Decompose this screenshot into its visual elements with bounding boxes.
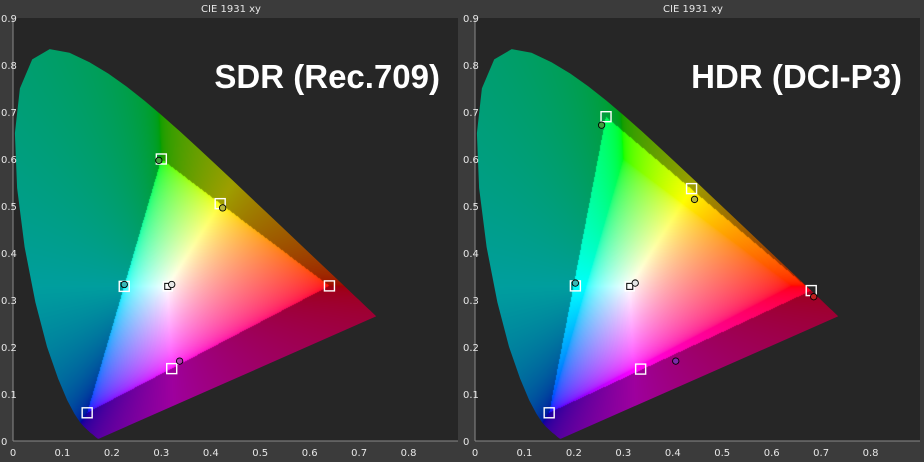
measured-point-magenta [175, 357, 184, 365]
x-tick-label: 0.5 [252, 448, 268, 459]
y-tick-label: 0.8 [1, 61, 17, 72]
x-tick-label: 0.8 [401, 448, 417, 459]
measured-point-cyan [120, 280, 128, 289]
x-tick-label: 0.4 [203, 448, 219, 459]
x-tick-label: 0.6 [302, 448, 318, 459]
y-tick-label: 0.5 [1, 202, 17, 213]
y-tick-label: 0.9 [1, 14, 17, 25]
y-tick-label: 0.6 [463, 155, 479, 166]
measured-point-green [155, 156, 163, 165]
y-tick-label: 0.5 [463, 202, 479, 213]
x-tick-label: 0 [472, 448, 478, 459]
measured-point-yellow [690, 195, 699, 204]
gamut-label: SDR (Rec.709) [214, 58, 440, 95]
y-tick-label: 0 [1, 437, 7, 448]
y-tick-label: 0.2 [1, 343, 17, 354]
measured-point-magenta [672, 357, 680, 365]
y-tick-label: 0.9 [463, 14, 479, 25]
chart-hdr-dci-p3: 0 0.1 0.2 0.3 0.4 0.5 0.6 0.7 0.8 0 0.1 0.2 0.3 0.4 0.… [462, 0, 924, 462]
y-tick-label: 0.1 [1, 390, 17, 401]
y-tick-label: 0.4 [463, 249, 479, 260]
x-tick-label: 0.7 [351, 448, 367, 459]
x-tick-label: 0.2 [104, 448, 120, 459]
target-marker-blue [543, 407, 555, 419]
y-tick-label: 0.3 [1, 296, 17, 307]
y-tick-label: 0 [463, 437, 469, 448]
x-tick-label: 0.1 [54, 448, 70, 459]
x-tick-label: 0.4 [665, 448, 681, 459]
measured-point-white [631, 279, 639, 287]
target-marker-white-inner [626, 282, 634, 290]
measured-point-red [810, 293, 818, 301]
gamut-label: HDR (DCI-P3) [691, 58, 902, 95]
y-tick-label: 0.1 [463, 390, 479, 401]
x-tick-label: 0.6 [764, 448, 780, 459]
target-marker-blue [81, 407, 93, 419]
target-marker-red [323, 280, 336, 292]
x-tick-label: 0.3 [615, 448, 631, 459]
measured-point-green [597, 121, 606, 129]
x-tick-label: 0.3 [153, 448, 169, 459]
measured-point-yellow [218, 204, 227, 212]
x-tick-label: 0.8 [863, 448, 879, 459]
y-tick-label: 0.3 [463, 296, 479, 307]
y-tick-label: 0.6 [1, 155, 17, 166]
chart-sdr-rec709: 0 0.1 0.2 0.3 0.4 0.5 0.6 0.7 0.8 0 0.1 0.2 0.3 0.4 0.… [1, 4, 458, 459]
target-marker-yellow [685, 182, 698, 195]
y-tick-label: 0.4 [1, 249, 17, 260]
y-tick-label: 0.7 [463, 108, 479, 119]
target-marker-magenta [166, 362, 178, 375]
target-marker-magenta [634, 363, 647, 375]
measured-point-cyan [571, 279, 580, 287]
target-marker-green [600, 110, 612, 123]
x-tick-label: 0.2 [566, 448, 582, 459]
y-tick-label: 0.7 [1, 108, 17, 119]
chart-title: CIE 1931 xy [663, 4, 723, 15]
chart-title: CIE 1931 xy [201, 4, 261, 15]
x-tick-label: 0.1 [516, 448, 532, 459]
y-tick-label: 0.8 [463, 61, 479, 72]
x-tick-label: 0 [10, 448, 16, 459]
y-tick-label: 0.2 [463, 343, 479, 354]
measured-point-white [168, 280, 176, 289]
x-tick-label: 0.7 [813, 448, 829, 459]
x-tick-label: 0.5 [714, 448, 730, 459]
